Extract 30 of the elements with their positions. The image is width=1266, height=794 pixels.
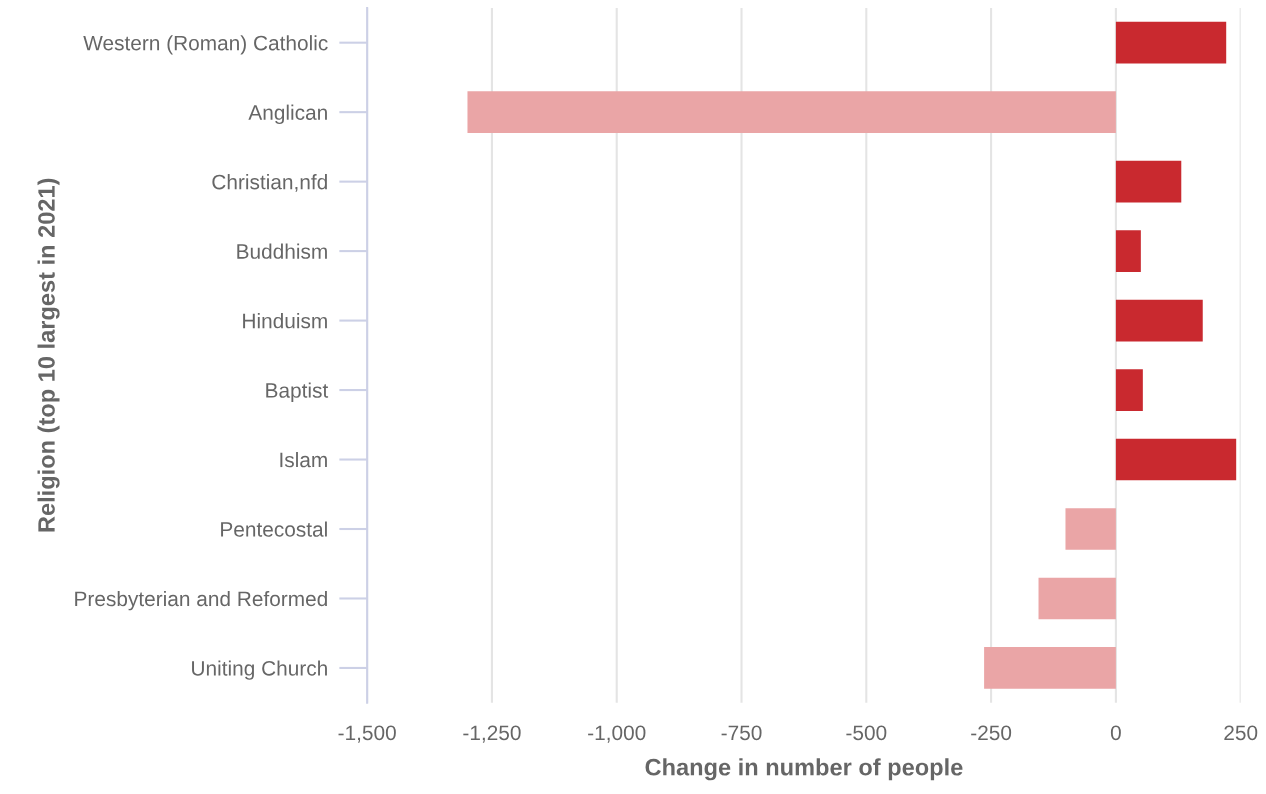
y-tick-label: Pentecostal [221, 521, 327, 537]
y-tick-label: Baptist [266, 382, 329, 402]
y-axis-title: Religion (top 10 largest in 2021) [37, 178, 60, 532]
x-tick-label: -250 [971, 725, 1012, 741]
bar [1115, 438, 1237, 481]
y-tick-label: Western (Roman) Catholic [83, 35, 328, 55]
x-tick-label: -1,250 [463, 725, 521, 743]
bar [1115, 160, 1182, 203]
bar [1065, 508, 1116, 550]
x-axis-title: Change in number of people [645, 758, 963, 781]
x-tick-label: -1,000 [588, 725, 646, 743]
x-tick-label: -750 [721, 725, 762, 741]
y-tick-label: Islam [280, 451, 327, 468]
x-tick-label: -1,500 [338, 725, 396, 743]
x-tick-label: -500 [846, 725, 887, 741]
bar [984, 647, 1116, 689]
y-tick-label: Buddhism [237, 243, 327, 259]
bar [1115, 369, 1143, 411]
y-tick-label: Hinduism [243, 313, 327, 329]
x-tick-label: 250 [1224, 725, 1258, 741]
bar [1038, 577, 1116, 620]
y-tick-label: Christian,nfd [212, 174, 327, 192]
bar [1115, 230, 1141, 272]
bar [467, 91, 1116, 133]
x-tick-label: 0 [1110, 725, 1121, 741]
bar [1115, 299, 1203, 342]
y-tick-label: Uniting Church [192, 660, 327, 680]
bar [1115, 21, 1227, 64]
y-tick-label: Presbyterian and Reformed [75, 590, 327, 611]
y-tick-label: Anglican [248, 104, 327, 125]
